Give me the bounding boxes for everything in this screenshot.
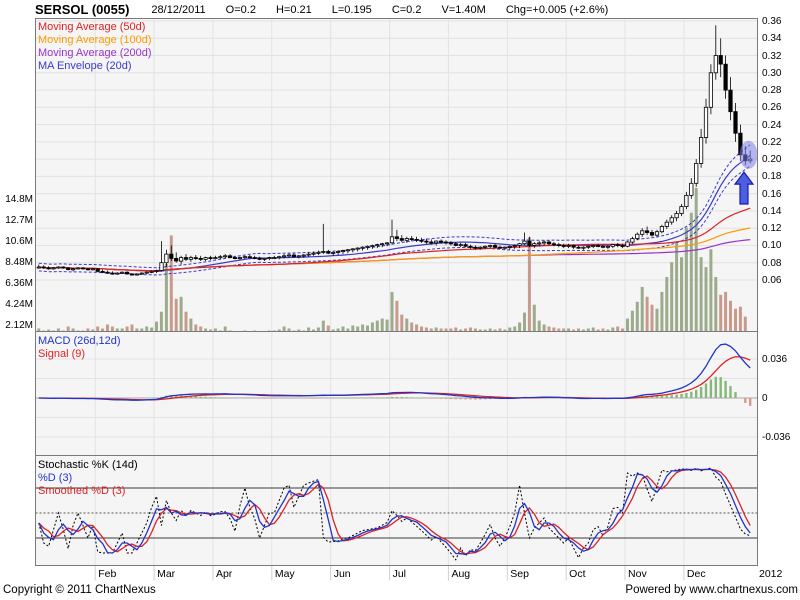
macd-layer [37,343,752,406]
legend-signal: Signal (9) [38,348,86,360]
stochastic-panel-legend: Stochastic %K (14d) %D (3) Smoothed %D (… [38,459,138,498]
price-tick-label: 0.08 [762,257,782,269]
volume-tick-label: 10.6M [5,236,33,248]
legend-ma100: Moving Average (100d) [38,34,152,46]
volume-tick-label: 6.36M [5,278,33,290]
legend-stoch-k: Stochastic %K (14d) [38,459,138,471]
month-label: Mar [157,568,176,580]
quote-date: 28/12/2011 [151,3,206,16]
legend-stoch-d: %D (3) [38,472,73,484]
volume-tick-label: 12.7M [5,215,33,227]
price-tick-label: 0.20 [762,154,782,166]
month-label: Jul [392,568,406,580]
ma-envelope-lower-line [38,165,751,276]
month-label: Nov [628,568,647,580]
panel-border-2 [35,455,758,566]
annotations-layer[interactable] [733,140,758,205]
price-tick-label: 0.28 [762,85,782,97]
month-label: May [274,568,295,580]
up-arrow-annotation[interactable] [733,171,755,205]
price-panel-legend: Moving Average (50d) Moving Average (100… [38,21,152,73]
volume-tick-label: 2.12M [5,320,33,332]
month-label: Dec [686,568,706,580]
symbol-title: SERSOL (0055) [35,2,130,17]
stochastic-k-line [38,467,751,561]
d-line [38,468,751,556]
quote-high: H=0.21 [275,3,312,16]
legend-ma200: Moving Average (200d) [38,47,152,59]
volume-bars-layer [37,187,747,332]
legend-envelope: MA Envelope (20d) [38,60,132,72]
year-label: 2012 [759,568,783,580]
copyright-text: Copyright © 2011 ChartNexus [3,584,156,596]
price-tick-label: 0.06 [762,274,782,286]
month-label: Aug [451,568,471,580]
quote-volume: V=1.40M [441,3,486,16]
price-tick-label: 0.22 [762,136,782,148]
month-label: Feb [98,568,117,580]
smoothed-d-line [38,468,751,555]
panel-bg-0 [35,18,758,332]
month-label: Sep [510,568,529,580]
panel-bg-2 [35,455,758,566]
quote-change: Chg=+0.005 (+2.6%) [505,3,609,16]
legend-stoch-sd: Smoothed %D (3) [38,485,126,497]
price-tick-label: 0.14 [762,205,782,217]
month-label: Oct [569,568,586,580]
month-label: Jun [333,568,351,580]
volume-tick-label: 8.48M [5,257,33,269]
price-tick-label: 0.34 [762,33,782,45]
powered-by-text: Powered by www.chartnexus.com [625,584,798,596]
volume-tick-label: 14.8M [5,194,33,206]
month-label: Apr [215,568,233,580]
price-tick-label: 0.10 [762,240,782,252]
price-tick-label: 0.30 [762,67,782,79]
price-tick-label: 0.32 [762,50,782,62]
legend-ma50: Moving Average (50d) [38,21,146,33]
price-tick-label: 0.16 [762,188,782,200]
legend-macd: MACD (26d,12d) [38,335,121,347]
highlight-ellipse-annotation[interactable] [739,140,758,169]
quote-close: C=0.2 [391,3,422,16]
macd-tick-label: 0.036 [762,354,788,365]
macd-panel-legend: MACD (26d,12d) Signal (9) [38,335,121,361]
stochastic-layer [35,467,758,561]
macd-tick-label: 0 [762,393,768,404]
quote-low: L=0.195 [331,3,372,16]
price-tick-label: 0.12 [762,223,782,235]
candles-layer [36,25,753,276]
quote-header: SERSOL (0055) 28/12/2011 O=0.2 H=0.21 L=… [35,2,628,17]
volume-tick-label: 4.24M [5,299,33,311]
macd-tick-label: -0.036 [762,431,791,443]
macd-line [38,343,751,401]
price-tick-label: 0.24 [762,119,782,131]
price-tick-label: 0.18 [762,171,782,183]
price-tick-label: 0.36 [762,16,782,27]
quote-open: O=0.2 [225,3,256,16]
gridlines-layer [35,18,758,581]
price-tick-label: 0.26 [762,102,782,114]
